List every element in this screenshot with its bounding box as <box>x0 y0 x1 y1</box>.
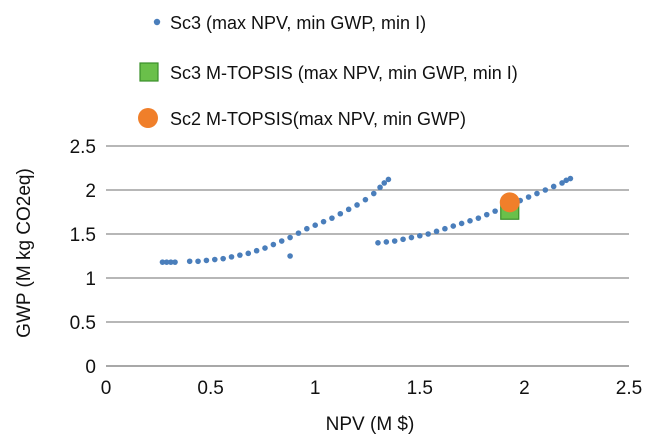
scatter-point <box>391 238 398 244</box>
x-tick-label: 2 <box>519 378 530 399</box>
scatter-point <box>168 259 174 265</box>
scatter-point <box>400 236 406 243</box>
scatter-point <box>354 202 360 208</box>
scatter-point <box>220 255 226 262</box>
scatter-point <box>370 190 377 197</box>
scatter-point <box>450 223 457 229</box>
y-tick-label: 0.5 <box>70 313 96 334</box>
scatter-point <box>278 238 285 244</box>
legend: Sc3 (max NPV, min GWP, min I) Sc3 M-TOPSI… <box>138 13 518 129</box>
scatter-point <box>542 187 549 193</box>
y-tick-label: 1 <box>85 269 96 290</box>
topsis-sc2-point <box>499 192 520 213</box>
legend-marker-circle <box>138 108 158 128</box>
x-tick-label: 0 <box>101 378 112 399</box>
x-axis-label: NPV (M $) <box>326 414 415 435</box>
scatter-point <box>287 234 293 241</box>
scatter-point <box>163 259 170 265</box>
scatter-point <box>195 258 201 265</box>
scatter-point <box>245 250 252 257</box>
scatter-point <box>320 218 327 225</box>
scatter-point <box>186 258 193 265</box>
scatter-point <box>203 257 210 264</box>
legend-marker-square <box>139 62 159 82</box>
legend-marker-dot <box>153 18 161 26</box>
scatter-point <box>329 215 335 221</box>
scatter-point <box>270 241 277 248</box>
grid-lines <box>106 145 629 323</box>
scatter-point <box>563 177 570 184</box>
y-tick-label: 0 <box>85 357 96 378</box>
x-tick-label: 2.5 <box>616 378 642 399</box>
legend-label: Sc3 M-TOPSIS (max NPV, min GWP, min I) <box>170 63 518 83</box>
scatter-point <box>383 239 390 245</box>
y-tick-label: 2 <box>85 181 96 202</box>
scatter-point <box>337 210 344 217</box>
scatter-point <box>262 245 268 251</box>
scatter-point <box>492 208 498 214</box>
scatter-point <box>567 175 574 182</box>
scatter-point <box>483 211 490 218</box>
scatter-point <box>525 194 532 200</box>
scatter-point <box>475 215 482 221</box>
x-tick-label: 0.5 <box>197 378 223 399</box>
y-axis-label: GWP (M kg CO2eq) <box>14 168 35 338</box>
scatter-point <box>362 196 369 203</box>
scatter-point <box>433 228 440 235</box>
y-tick-label: 1.5 <box>70 225 96 246</box>
legend-label: Sc3 (max NPV, min GWP, min I) <box>170 13 426 33</box>
scatter-point <box>345 206 352 213</box>
scatter-point <box>381 180 388 186</box>
scatter-point <box>228 254 235 260</box>
scatter-point <box>385 176 392 183</box>
scatter-point <box>417 232 423 239</box>
data-points <box>159 175 574 265</box>
scatter-point <box>253 247 260 254</box>
scatter-point <box>534 190 540 197</box>
scatter-point <box>172 259 178 265</box>
x-tick-label: 1 <box>310 378 321 399</box>
scatter-point <box>375 240 381 246</box>
scatter-point <box>295 230 302 236</box>
scatter-point <box>304 225 310 232</box>
scatter-point <box>408 234 415 241</box>
scatter-point <box>467 218 473 224</box>
scatter-point <box>377 184 383 191</box>
scatter-point <box>442 225 448 232</box>
scatter-point <box>287 253 293 259</box>
scatter-point <box>550 183 557 190</box>
scatter-point <box>458 220 465 227</box>
scatter-point <box>237 252 243 258</box>
axes: 0 0.5 1 1.5 2 2.5 0 0.5 1 1.5 2 2.5 <box>70 137 643 399</box>
legend-label: Sc2 M-TOPSIS(max NPV, min GWP) <box>170 109 466 129</box>
scatter-point <box>312 222 319 228</box>
scatter-point <box>211 256 218 263</box>
y-tick-label: 2.5 <box>70 137 96 158</box>
scatter-point <box>159 259 166 265</box>
scatter-point <box>425 231 431 237</box>
x-tick-label: 1.5 <box>407 378 433 399</box>
scatter-point <box>559 180 565 186</box>
